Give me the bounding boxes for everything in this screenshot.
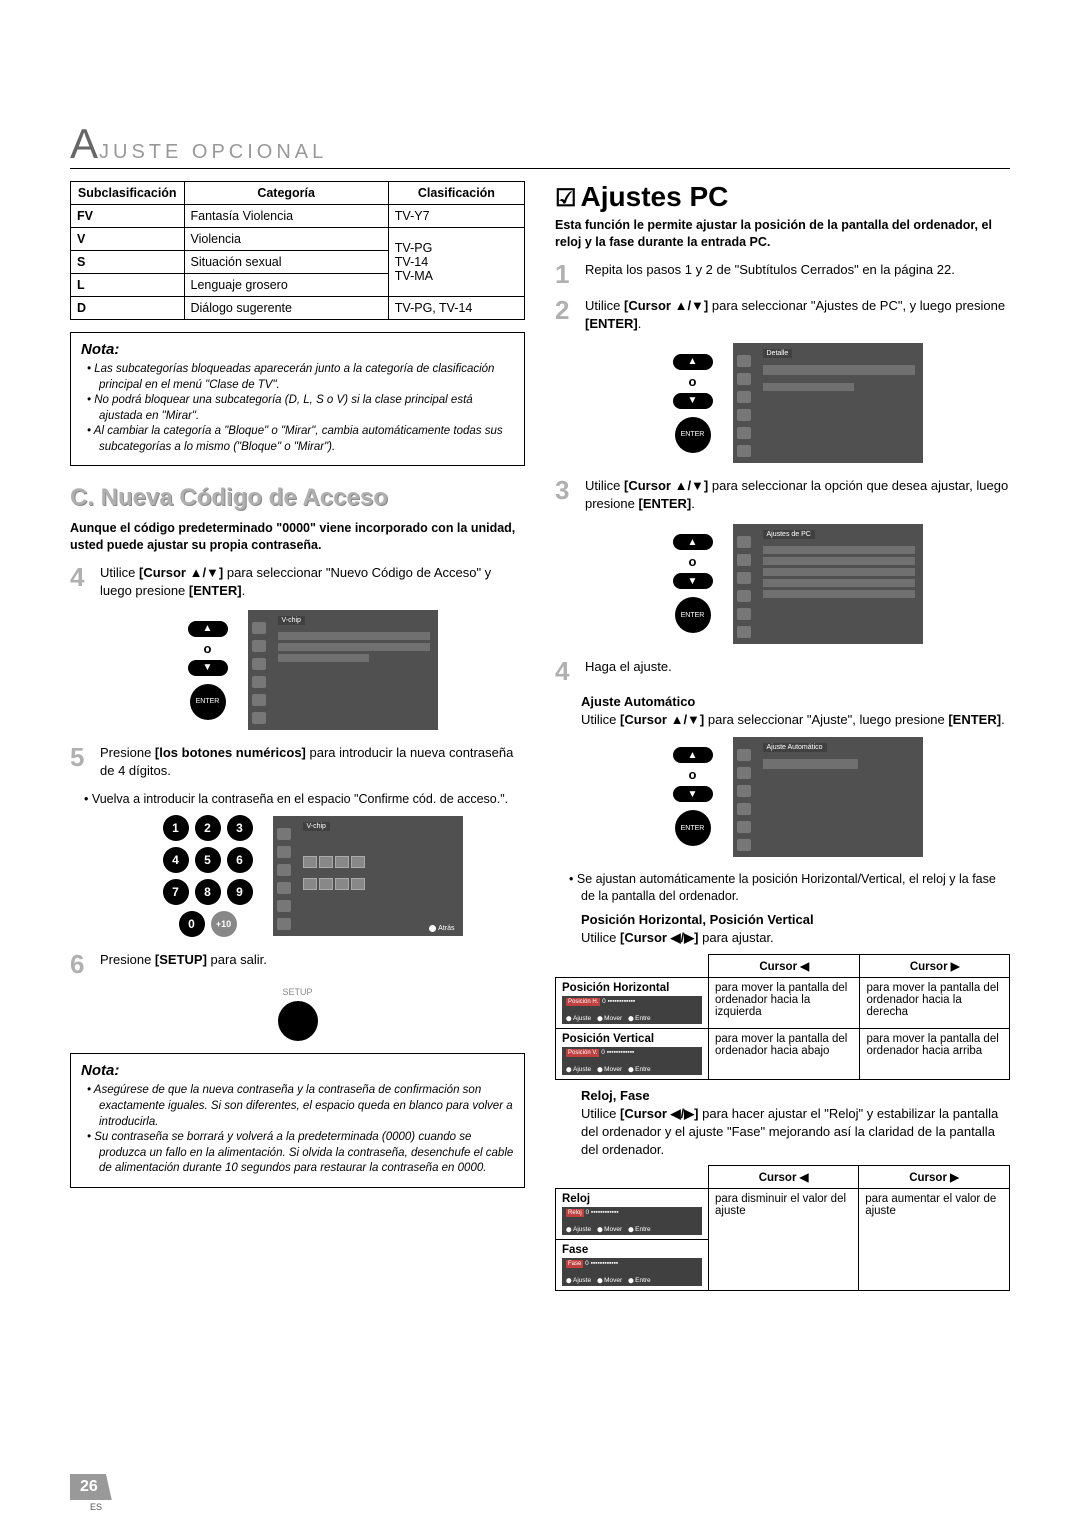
right-column: ☑Ajustes PC Esta función le permite ajus… [555, 181, 1010, 1299]
pc-settings-title: ☑Ajustes PC [555, 181, 1010, 213]
diagram-step5: 1 2 3 4 5 6 7 8 9 0 +10 V-chip [100, 815, 525, 937]
osd-pos-v: Posición V. 0 ▪▪▪▪▪▪▪▪▪▪▪▪ AjusteMoverEn… [562, 1047, 702, 1075]
auto-adjust-title: Ajuste Automático [581, 694, 1010, 709]
tv-screen-auto: Ajuste Automático [733, 737, 923, 857]
nota-box-1: Nota: Las subcategorías bloqueadas apare… [70, 332, 525, 466]
arrow-up-icon: ▲ [673, 747, 713, 763]
key-6: 6 [227, 847, 253, 873]
arrow-down-icon: ▼ [673, 573, 713, 589]
table-row-reloj: Reloj Reloj 0 ▪▪▪▪▪▪▪▪▪▪▪▪ AjusteMoverEn… [556, 1189, 709, 1240]
arrow-up-icon: ▲ [188, 621, 228, 637]
diagram-step4: ▲ o ▼ ENTER V-chip [100, 610, 525, 730]
table-row-posh: Posición Horizontal Posición H. 0 ▪▪▪▪▪▪… [556, 977, 709, 1028]
step-4: 4 Utilice [Cursor ▲/▼] para seleccionar … [70, 564, 525, 600]
key-4: 4 [163, 847, 189, 873]
pc-step-4: 4 Haga el ajuste. [555, 658, 1010, 684]
key-1: 1 [163, 815, 189, 841]
tv-screen-vchip-1: V-chip [248, 610, 438, 730]
rating-table: Subclasificación Categoría Clasificación… [70, 181, 525, 320]
tv-screen-ajustes-pc: Ajustes de PC [733, 524, 923, 644]
header-rest: JUSTE OPCIONAL [99, 141, 327, 164]
remote-arrows: ▲ o ▼ ENTER [188, 621, 228, 720]
section-c-title: C. Nueva Código de Acceso [70, 484, 525, 512]
reloj-table: Cursor ◀ Cursor ▶ Reloj Reloj 0 ▪▪▪▪▪▪▪▪… [555, 1165, 1010, 1291]
enter-button-icon: ENTER [675, 810, 711, 846]
pos-title: Posición Horizontal, Posición Vertical [581, 912, 1010, 927]
diagram-pc-step3: ▲ o ▼ ENTER Ajustes de PC [585, 524, 1010, 644]
section-c-intro: Aunque el código predeterminado "0000" v… [70, 520, 525, 554]
arrow-down-icon: ▼ [673, 393, 713, 409]
setup-label: SETUP [70, 987, 525, 997]
table-row-posv: Posición Vertical Posición V. 0 ▪▪▪▪▪▪▪▪… [556, 1028, 709, 1079]
enter-button-icon: ENTER [675, 417, 711, 453]
key-0: 0 [179, 911, 205, 937]
arrow-down-icon: ▼ [673, 786, 713, 802]
key-3: 3 [227, 815, 253, 841]
key-9: 9 [227, 879, 253, 905]
diagram-pc-auto: ▲ o ▼ ENTER Ajuste Automático [585, 737, 1010, 857]
nota-box-2: Nota: Asegúrese de que la nueva contrase… [70, 1053, 525, 1187]
rating-th-sub: Subclasificación [71, 182, 185, 205]
diagram-pc-step2: ▲ o ▼ ENTER Detalle [585, 343, 1010, 463]
osd-reloj: Reloj 0 ▪▪▪▪▪▪▪▪▪▪▪▪ AjusteMoverEntre [562, 1207, 702, 1235]
step-5: 5 Presione [los botones numéricos] para … [70, 744, 525, 780]
page-header: A JUSTE OPCIONAL [70, 120, 1010, 169]
page-number: 26 [70, 1474, 112, 1500]
key-7: 7 [163, 879, 189, 905]
rating-th-cls: Clasificación [388, 182, 524, 205]
arrow-up-icon: ▲ [673, 534, 713, 550]
key-2: 2 [195, 815, 221, 841]
table-row-fase: Fase Fase 0 ▪▪▪▪▪▪▪▪▪▪▪▪ AjusteMoverEntr… [556, 1240, 709, 1291]
nota-title-2: Nota: [81, 1062, 514, 1079]
key-plus10: +10 [211, 911, 237, 937]
setup-button-icon [278, 1001, 318, 1041]
pc-step-3: 3 Utilice [Cursor ▲/▼] para seleccionar … [555, 477, 1010, 513]
key-8: 8 [195, 879, 221, 905]
arrow-up-icon: ▲ [673, 354, 713, 370]
key-5: 5 [195, 847, 221, 873]
pc-step-2: 2 Utilice [Cursor ▲/▼] para seleccionar … [555, 297, 1010, 333]
es-label: ES [90, 1502, 102, 1512]
rating-th-cat: Categoría [184, 182, 388, 205]
left-column: Subclasificación Categoría Clasificación… [70, 181, 525, 1299]
enter-button-icon: ENTER [190, 684, 226, 720]
pc-step-1: 1 Repita los pasos 1 y 2 de "Subtítulos … [555, 261, 1010, 287]
arrow-down-icon: ▼ [188, 660, 228, 676]
osd-fase: Fase 0 ▪▪▪▪▪▪▪▪▪▪▪▪ AjusteMoverEntre [562, 1258, 702, 1286]
header-big-letter: A [70, 120, 99, 168]
numeric-keypad: 1 2 3 4 5 6 7 8 9 0 +10 [163, 815, 253, 937]
enter-button-icon: ENTER [675, 597, 711, 633]
check-icon: ☑ [555, 185, 577, 212]
step-6: 6 Presione [SETUP] para salir. [70, 951, 525, 977]
osd-pos-h: Posición H. 0 ▪▪▪▪▪▪▪▪▪▪▪▪ AjusteMoverEn… [562, 996, 702, 1024]
tv-screen-vchip-2: V-chip Atrás [273, 816, 463, 936]
tv-screen-detalle: Detalle [733, 343, 923, 463]
position-table: Cursor ◀ Cursor ▶ Posición Horizontal Po… [555, 954, 1010, 1080]
pc-intro: Esta función le permite ajustar la posic… [555, 217, 1010, 251]
nota-title-1: Nota: [81, 341, 514, 358]
reloj-title: Reloj, Fase [581, 1088, 1010, 1103]
